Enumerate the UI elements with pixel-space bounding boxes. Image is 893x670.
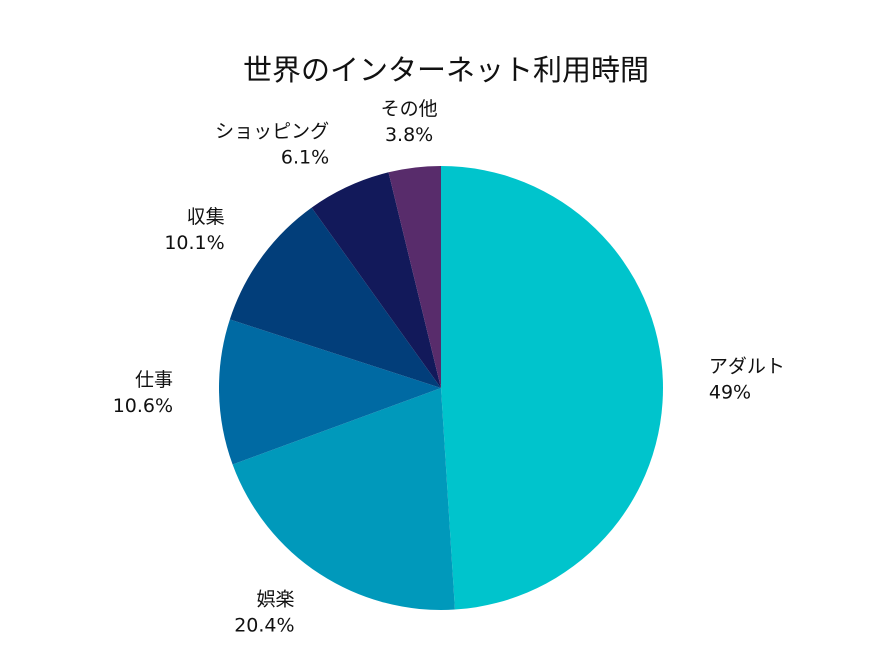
slice-value-label: 3.8% xyxy=(385,124,433,146)
pie-labels: アダルト 49% 娯楽 20.4% 仕事 10.6% 収集 10.1% ショッピング 6.1% その… xyxy=(113,98,785,637)
pie-slices xyxy=(219,166,663,610)
slice-label: 仕事 xyxy=(135,369,173,391)
slice-label: その他 xyxy=(381,98,438,120)
slice-value-label: 10.1% xyxy=(164,232,224,254)
pie-slice xyxy=(229,207,441,388)
pie-slice xyxy=(441,166,663,610)
chart-title: 世界のインターネット利用時間 xyxy=(243,53,649,87)
slice-label: ショッピング xyxy=(215,120,329,142)
pie-slice xyxy=(388,166,441,388)
slice-value-label: 6.1% xyxy=(281,146,329,168)
pie-slice xyxy=(311,172,441,388)
slice-label: アダルト xyxy=(709,356,785,378)
pie-slice xyxy=(232,388,455,610)
slice-label: 収集 xyxy=(187,206,225,228)
slice-label: 娯楽 xyxy=(257,588,295,610)
slice-value-label: 10.6% xyxy=(113,395,173,417)
slice-value-label: 49% xyxy=(709,382,751,404)
pie-slice xyxy=(219,319,441,465)
slice-value-label: 20.4% xyxy=(234,614,294,636)
